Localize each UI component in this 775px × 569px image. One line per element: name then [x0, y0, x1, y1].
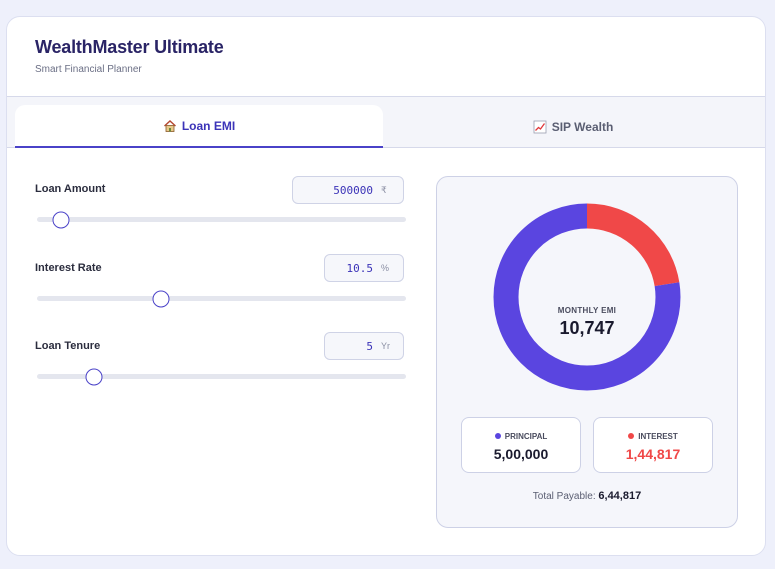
- loan-amount-label: Loan Amount: [35, 183, 106, 195]
- interest-stat: INTEREST 1,44,817: [593, 417, 713, 473]
- loan-tenure-input[interactable]: 5 Yr: [324, 332, 404, 360]
- app-title: WealthMaster Ultimate: [35, 37, 224, 57]
- tab-sip-wealth[interactable]: SIP Wealth: [383, 105, 763, 148]
- loan-tenure-slider-thumb[interactable]: [85, 368, 103, 385]
- interest-label-row: INTEREST: [594, 432, 712, 441]
- principal-stat: PRINCIPAL 5,00,000: [461, 417, 581, 473]
- interest-rate-slider-thumb[interactable]: [152, 290, 170, 307]
- monthly-emi-value: 10,747: [559, 318, 615, 338]
- interest-rate-input[interactable]: 10.5 %: [324, 254, 404, 282]
- interest-rate-value: 10.5: [346, 261, 374, 275]
- house-icon: [163, 119, 177, 133]
- tab-bar: Loan EMI SIP Wealth: [7, 97, 765, 148]
- loan-amount-slider[interactable]: [37, 211, 406, 228]
- loan-tenure-value: 5: [366, 339, 373, 353]
- loan-amount-value: 500000: [333, 183, 373, 197]
- app-header: WealthMaster Ultimate Smart Financial Pl…: [7, 17, 765, 97]
- tab-loan-emi-label: Loan EMI: [181, 118, 236, 133]
- emi-result-panel: MONTHLY EMI 10,747 PRINCIPAL 5,00,000 IN…: [436, 176, 738, 528]
- tab-sip-wealth-label: SIP Wealth: [551, 119, 614, 134]
- interest-value: 1,44,817: [625, 446, 681, 462]
- loan-tenure-slider[interactable]: [37, 368, 406, 385]
- loan-amount-input[interactable]: 500000 ₹: [292, 176, 404, 204]
- total-payable-label: Total Payable:: [532, 491, 596, 502]
- interest-dot-icon: [628, 432, 635, 439]
- tab-loan-emi[interactable]: Loan EMI: [15, 105, 383, 148]
- chart-increasing-icon: [533, 120, 547, 134]
- loan-amount-slider-thumb[interactable]: [52, 211, 70, 228]
- interest-rate-slider[interactable]: [37, 290, 406, 307]
- rupee-unit: ₹: [381, 184, 387, 195]
- years-unit: Yr: [381, 341, 390, 351]
- interest-rate-label: Interest Rate: [35, 262, 102, 274]
- calculator-card: WealthMaster Ultimate Smart Financial Pl…: [6, 16, 766, 556]
- principal-dot-icon: [494, 432, 501, 439]
- app-subtitle: Smart Financial Planner: [35, 64, 142, 75]
- principal-label: PRINCIPAL: [504, 432, 548, 441]
- interest-label: INTEREST: [638, 432, 678, 441]
- percent-unit: %: [381, 263, 390, 273]
- total-payable-value: 6,44,817: [598, 490, 642, 502]
- monthly-emi-label: MONTHLY EMI: [557, 306, 617, 315]
- principal-label-row: PRINCIPAL: [462, 432, 580, 441]
- donut-slice-principal: [493, 203, 681, 391]
- loan-tenure-label: Loan Tenure: [35, 340, 101, 352]
- total-payable: Total Payable: 6,44,817: [437, 490, 737, 502]
- emi-donut-chart: MONTHLY EMI 10,747: [492, 202, 682, 392]
- principal-value: 5,00,000: [493, 446, 549, 462]
- donut-svg: [493, 203, 681, 391]
